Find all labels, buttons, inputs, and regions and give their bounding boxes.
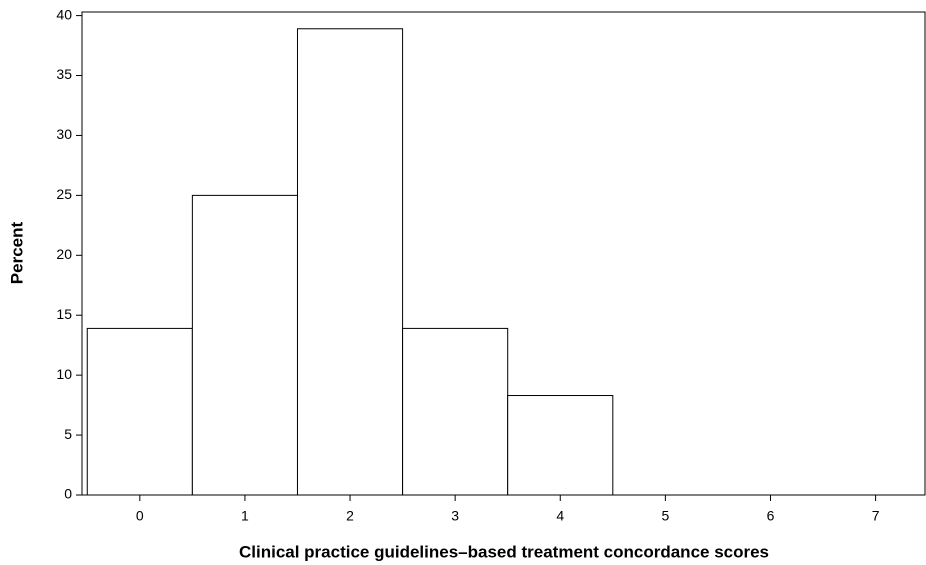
y-tick-label: 20 <box>56 246 72 262</box>
y-tick-label: 10 <box>56 366 72 382</box>
x-tick-label: 0 <box>136 508 144 524</box>
y-tick-label: 35 <box>56 66 72 82</box>
plot-frame <box>81 11 926 496</box>
bar <box>191 194 298 496</box>
x-tick-label: 5 <box>661 508 669 524</box>
y-tick-label: 30 <box>56 126 72 142</box>
x-tick-label: 6 <box>767 508 775 524</box>
y-tick-label: 15 <box>56 306 72 322</box>
x-tick-label: 3 <box>451 508 459 524</box>
y-tick-label: 25 <box>56 186 72 202</box>
y-tick-label: 5 <box>64 426 72 442</box>
x-tick-label: 2 <box>346 508 354 524</box>
bar <box>402 327 509 496</box>
bar <box>507 395 614 496</box>
y-tick-label: 40 <box>56 6 72 22</box>
y-axis-title: Percent <box>7 221 26 284</box>
x-tick-label: 7 <box>872 508 880 524</box>
bar <box>86 327 193 496</box>
x-tick-label: 1 <box>241 508 249 524</box>
x-axis-title: Clinical practice guidelines–based treat… <box>239 542 769 561</box>
x-tick-label: 4 <box>556 508 564 524</box>
y-tick-label: 0 <box>64 486 72 502</box>
bar <box>296 28 404 496</box>
